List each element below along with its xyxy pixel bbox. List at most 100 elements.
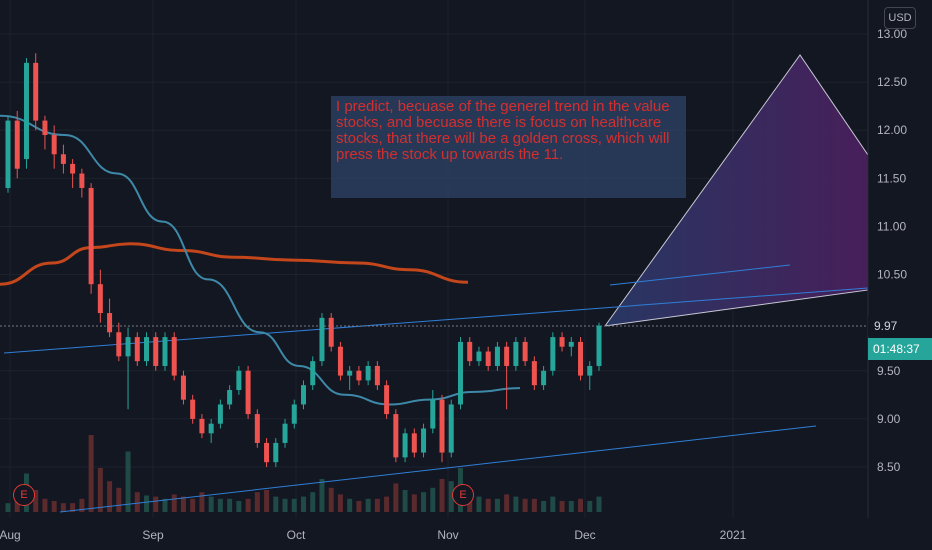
projection-trend-line[interactable] — [609, 264, 791, 286]
candle-body — [421, 428, 427, 453]
volume-bar — [541, 501, 547, 512]
earnings-marker-aug[interactable]: E — [13, 484, 35, 506]
candle-body — [365, 365, 371, 381]
volume-bar — [448, 481, 454, 512]
candle-body — [70, 163, 76, 174]
volume-bar — [393, 483, 399, 512]
volume-bar — [70, 503, 76, 512]
candle-body — [5, 120, 11, 188]
prediction-note[interactable]: I predict, becuase of the generel trend … — [331, 96, 686, 198]
volume-bar — [245, 498, 251, 512]
candle-body — [51, 135, 57, 155]
candle-body — [208, 423, 214, 434]
x-tick-label: Oct — [287, 528, 306, 542]
volume-bar — [190, 498, 196, 512]
candle-body — [88, 187, 94, 285]
candle-body — [144, 337, 150, 362]
volume-bar — [531, 498, 537, 512]
candle-body — [14, 120, 20, 169]
volume-bar — [125, 451, 131, 512]
candle-body — [356, 370, 362, 381]
lower-trend-line[interactable] — [59, 425, 817, 513]
candle-body — [337, 346, 343, 376]
candle-body — [291, 404, 297, 424]
currency-button[interactable]: USD — [884, 7, 916, 29]
candle-body — [254, 414, 260, 443]
candle-body — [485, 351, 491, 366]
x-tick-label: Nov — [437, 528, 458, 542]
volume-bar — [430, 487, 436, 512]
candle-body — [79, 173, 85, 188]
volume-bar — [301, 496, 306, 512]
volume-bar — [578, 498, 584, 512]
volume-bar — [199, 492, 205, 512]
upper-trend-line[interactable] — [3, 287, 869, 354]
candle-body — [273, 442, 279, 463]
candle-body — [162, 337, 168, 366]
candle-body — [578, 341, 584, 376]
candle-body — [513, 341, 519, 366]
y-tick-label: 11.50 — [877, 171, 906, 185]
candle-body — [504, 346, 510, 366]
volume-bar — [171, 494, 177, 512]
volume-bar — [282, 498, 288, 512]
candle-body — [97, 284, 103, 314]
volume-bar — [79, 498, 85, 512]
volume-bar — [439, 479, 445, 512]
volume-bar — [134, 492, 140, 512]
volume-bar — [107, 481, 113, 512]
last-price-label: 9.97 — [868, 316, 910, 336]
y-tick-label: 12.50 — [877, 75, 907, 89]
y-tick-label: 9.50 — [877, 364, 901, 378]
candle-body — [531, 361, 537, 386]
volume-bar — [254, 492, 260, 512]
candle-body — [522, 341, 528, 362]
candle-body — [217, 404, 223, 424]
candle-body — [33, 62, 39, 121]
volume-bar — [504, 494, 510, 512]
candle-body — [236, 370, 242, 391]
volume-bar — [476, 496, 482, 512]
candle-body — [310, 361, 316, 386]
volume-bar — [568, 501, 574, 512]
ma-short-line — [0, 114, 521, 406]
volume-bar — [14, 501, 20, 512]
candle-body — [116, 332, 122, 357]
candle-body — [374, 365, 380, 386]
x-tick-label: Aug — [0, 528, 21, 542]
volume-bar — [384, 496, 390, 512]
volume-bar — [33, 490, 39, 512]
candle-body — [301, 385, 306, 405]
earnings-marker-nov[interactable]: E — [452, 484, 474, 506]
volume-bar — [374, 498, 380, 512]
bar-countdown: 01:48:37 — [868, 338, 932, 360]
candle-body — [568, 341, 574, 347]
volume-bars — [5, 435, 602, 512]
y-tick-label: 11.00 — [877, 219, 906, 233]
y-tick-label: 9.00 — [877, 412, 901, 426]
volume-bar — [522, 498, 528, 512]
price-axis[interactable]: 13.00 12.50 12.00 11.50 11.00 10.50 9.50 9.00 8.… — [877, 27, 907, 474]
candle-body — [448, 404, 454, 453]
candle-body — [439, 399, 445, 453]
volume-bar — [485, 498, 491, 512]
candle-body — [402, 433, 408, 458]
time-axis[interactable]: Aug Sep Oct Nov Dec 2021 — [0, 528, 747, 542]
candle-body — [134, 337, 140, 362]
x-tick-label: 2021 — [720, 528, 747, 542]
candle-body — [430, 399, 436, 429]
volume-bar — [116, 487, 122, 512]
candle-body — [171, 337, 177, 376]
volume-bar — [587, 501, 593, 512]
candle-body — [42, 120, 48, 136]
x-tick-label: Sep — [142, 528, 164, 542]
candle-body — [190, 399, 196, 419]
candle-body — [107, 313, 113, 333]
candle-body — [264, 442, 270, 463]
volume-bar — [5, 503, 11, 512]
candle-body — [180, 375, 186, 400]
candle-body — [245, 370, 251, 415]
volume-bar — [596, 496, 602, 512]
volume-bar — [310, 492, 316, 512]
